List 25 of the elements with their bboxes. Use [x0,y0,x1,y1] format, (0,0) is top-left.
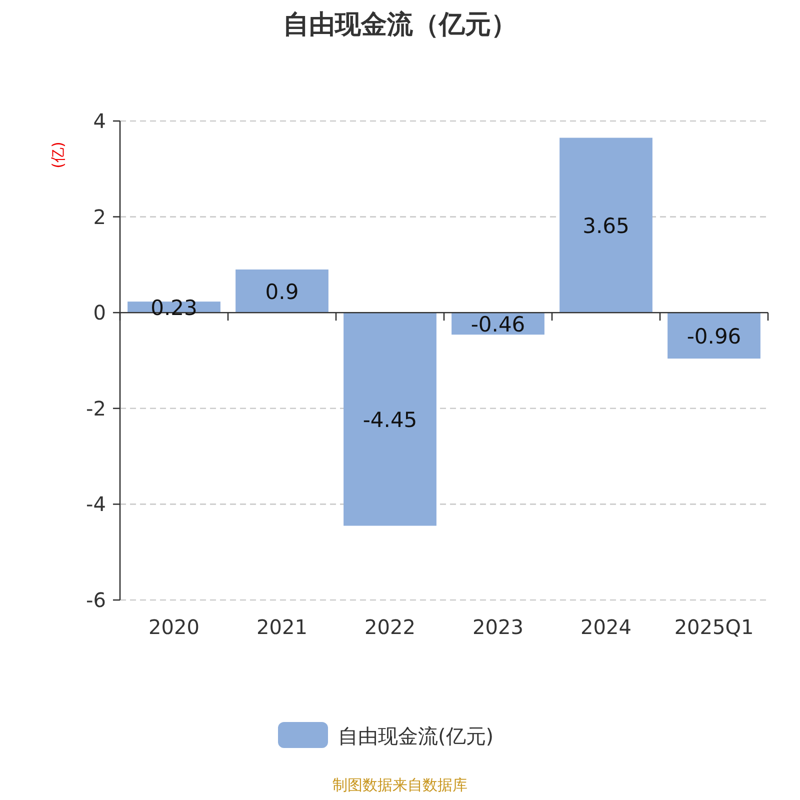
data-label: -0.46 [470,312,526,337]
data-label: 0.9 [265,280,299,304]
bar [668,312,760,359]
data-label: -4.45 [362,408,418,432]
y-tick-label: 0 [93,300,106,325]
data-label: 3.65 [582,214,630,238]
y-axis-title: (亿) [49,142,67,168]
x-tick-label: 2024 [580,615,632,639]
y-tick-label: -4 [86,492,106,516]
bar [236,269,328,313]
bar [344,312,436,526]
y-tick-label: -2 [86,396,106,420]
x-tick-label: 2022 [364,615,416,639]
chart-title: 自由现金流（亿元） [283,10,517,40]
x-tick-label: 2020 [148,615,200,639]
y-tick-label: 2 [93,204,106,229]
x-tick-label: 2023 [472,615,524,639]
data-label: -0.96 [686,324,742,349]
text: 制图数据来自数据库 [332,776,468,794]
y-tick-label: 4 [93,109,106,133]
x-tick-label: 2025Q1 [674,615,754,639]
bar [560,138,652,313]
legend-label: 自由现金流(亿元) [338,724,494,748]
x-tick-label: 2021 [256,615,308,639]
y-tick-label: -6 [86,588,106,612]
